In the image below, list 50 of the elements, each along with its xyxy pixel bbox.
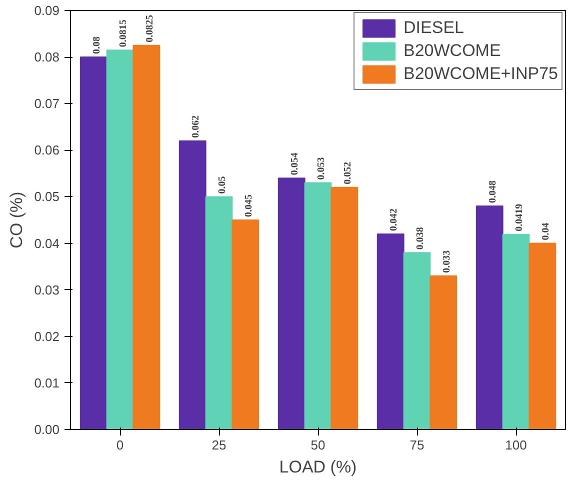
bar xyxy=(528,242,556,430)
bar xyxy=(330,186,358,430)
data-label: 0.0419 xyxy=(514,204,525,232)
data-label: 0.053 xyxy=(316,157,327,180)
y-tick-label: 0.04 xyxy=(34,236,60,251)
data-label: 0.08 xyxy=(92,36,103,54)
bar xyxy=(178,140,206,430)
y-tick-label: 0.00 xyxy=(34,422,60,437)
x-tick-label: 100 xyxy=(505,438,527,452)
bar xyxy=(304,182,332,430)
y-tick-label: 0.03 xyxy=(34,282,60,298)
data-label: 0.052 xyxy=(342,162,354,184)
x-tick-label: 50 xyxy=(310,438,326,452)
y-tick-label: 0.07 xyxy=(34,96,60,112)
x-tick-label: 0 xyxy=(116,438,124,452)
bar xyxy=(476,206,504,430)
data-label: 0.048 xyxy=(488,180,499,204)
y-tick-label: 0.01 xyxy=(34,375,60,390)
bar xyxy=(132,44,160,430)
data-label: 0.0815 xyxy=(118,20,129,48)
x-tick-label: 75 xyxy=(410,438,424,452)
bar xyxy=(106,50,134,430)
data-label: 0.04 xyxy=(540,222,552,240)
bar xyxy=(430,275,458,430)
data-label: 0.045 xyxy=(243,194,254,217)
x-axis-title: LOAD (%) xyxy=(279,458,357,476)
bar xyxy=(278,178,306,430)
data-label: 0.042 xyxy=(388,208,400,231)
data-label: 0.054 xyxy=(290,152,301,176)
bar xyxy=(376,233,404,430)
data-label: 0.05 xyxy=(217,176,228,194)
y-tick-label: 0.06 xyxy=(34,142,60,158)
y-tick-label: 0.05 xyxy=(34,189,60,204)
legend-label: DIESEL xyxy=(404,18,464,38)
y-tick-label: 0.09 xyxy=(34,3,60,18)
bar xyxy=(502,234,530,430)
bar xyxy=(232,220,260,430)
data-label: 0.038 xyxy=(415,227,426,250)
bar xyxy=(80,56,108,430)
data-label: 0.033 xyxy=(441,250,452,273)
y-axis-title: CO (%) xyxy=(7,192,26,248)
bar xyxy=(205,196,233,430)
data-label: 0.0825 xyxy=(144,14,156,42)
legend-label: B20WCOME+INP75 xyxy=(404,64,558,84)
data-label: 0.062 xyxy=(190,115,202,138)
bar xyxy=(403,252,431,430)
y-tick-label: 0.02 xyxy=(34,328,60,344)
x-tick-label: 25 xyxy=(212,438,226,452)
legend-label: B20WCOME xyxy=(404,41,501,61)
y-tick-label: 0.08 xyxy=(34,50,60,65)
